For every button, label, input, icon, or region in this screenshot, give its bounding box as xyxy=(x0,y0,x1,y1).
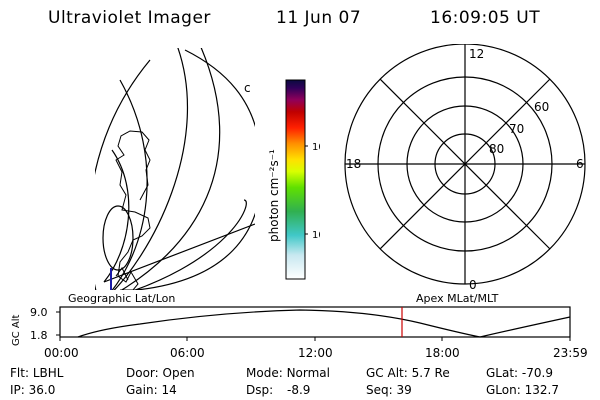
status-flt-label: Flt: xyxy=(10,366,29,380)
small-ring xyxy=(102,205,134,271)
altitude-plot-frame xyxy=(59,306,571,338)
coastline xyxy=(115,130,151,290)
status-flt: Flt: LBHL xyxy=(10,366,63,380)
time-label-1800: 18:00 xyxy=(425,346,460,360)
status-mode-value: Normal xyxy=(286,366,330,380)
latitude-arc-4 xyxy=(133,199,247,290)
status-dsp: Dsp: -8.9 xyxy=(246,383,310,397)
polar-mlt-plot: 12 18 6 0 60 70 80 xyxy=(344,44,586,292)
mlt-diagonal-2 xyxy=(379,78,551,250)
altitude-curve xyxy=(77,309,571,338)
latitude-arc-3 xyxy=(120,48,221,290)
status-gain-label: Gain: xyxy=(126,383,158,397)
status-gcalt: GC Alt: 5.7 Re xyxy=(366,366,450,380)
alt-tick-label-low: 1.8 xyxy=(30,329,48,342)
mlt-label-12: 12 xyxy=(469,47,484,61)
status-door-label: Door: xyxy=(126,366,159,380)
status-glat: GLat: -70.9 xyxy=(486,366,553,380)
instrument-title: Ultraviolet Imager xyxy=(48,8,211,28)
status-glon-label: GLon: xyxy=(486,383,521,397)
latitude-arc-2 xyxy=(113,48,189,290)
mlt-label-6: 6 xyxy=(576,157,584,171)
alt-tick-label-high: 9.0 xyxy=(30,306,48,319)
colorbar-label-10: 10 xyxy=(312,230,320,241)
latitude-arc-1 xyxy=(95,59,151,290)
time-label-0000: 00:00 xyxy=(44,346,79,360)
longitude-curve xyxy=(103,149,130,283)
status-glon: GLon: 132.7 xyxy=(486,383,559,397)
time-label-1200: 12:00 xyxy=(298,346,333,360)
latitude-arc-5 xyxy=(129,49,255,290)
mlt-label-18: 18 xyxy=(346,157,361,171)
status-glon-value: 132.7 xyxy=(524,383,559,397)
status-gcalt-value: 5.7 Re xyxy=(411,366,450,380)
time-label-0600: 06:00 xyxy=(170,346,205,360)
colorbar-label-100: 100 xyxy=(312,142,320,153)
lat-label-70: 70 xyxy=(509,122,524,136)
image-time: 16:09:05 UT xyxy=(430,8,541,28)
longitude-line-1 xyxy=(103,223,255,283)
status-door: Door: Open xyxy=(126,366,195,380)
latitude-arc-6 xyxy=(111,79,148,290)
altitude-strip: 9.0 1.8 GC Alt xyxy=(11,306,571,346)
status-gain: Gain: 14 xyxy=(126,383,177,397)
status-mode-label: Mode: xyxy=(246,366,283,380)
colorbar-gradient xyxy=(285,79,306,280)
status-dsp-value: -8.9 xyxy=(286,383,311,397)
intensity-colorbar: 100 10 photon cm⁻²s⁻¹ xyxy=(267,79,320,280)
status-ip-label: IP: xyxy=(10,383,25,397)
status-ip: IP: 36.0 xyxy=(10,383,55,397)
geographic-map: c xyxy=(95,48,255,290)
status-glat-value: -70.9 xyxy=(521,366,553,380)
lat-label-80: 80 xyxy=(489,142,504,156)
colorbar-unit-label: photon cm⁻²s⁻¹ xyxy=(267,149,281,242)
apex-map-label: Apex MLat/MLT xyxy=(416,292,499,305)
status-glat-label: GLat: xyxy=(486,366,519,380)
coastline-fragment xyxy=(115,267,129,281)
time-label-2359: 23:59 xyxy=(553,346,588,360)
status-dsp-label: Dsp: xyxy=(246,383,274,397)
status-seq-label: Seq: xyxy=(366,383,393,397)
image-date: 11 Jun 07 xyxy=(276,8,362,28)
lat-label-60: 60 xyxy=(534,100,549,114)
alt-axis-label: GC Alt xyxy=(11,314,22,346)
geographic-map-label: Geographic Lat/Lon xyxy=(68,292,176,305)
mlt-label-0: 0 xyxy=(469,278,477,292)
status-seq: Seq: 39 xyxy=(366,383,412,397)
status-gcalt-label: GC Alt: xyxy=(366,366,408,380)
corner-mark: c xyxy=(244,81,251,95)
status-flt-value: LBHL xyxy=(32,366,64,380)
status-door-value: Open xyxy=(162,366,195,380)
status-seq-value: 39 xyxy=(396,383,412,397)
status-ip-value: 36.0 xyxy=(28,383,56,397)
status-mode: Mode: Normal xyxy=(246,366,330,380)
status-gain-value: 14 xyxy=(161,383,177,397)
